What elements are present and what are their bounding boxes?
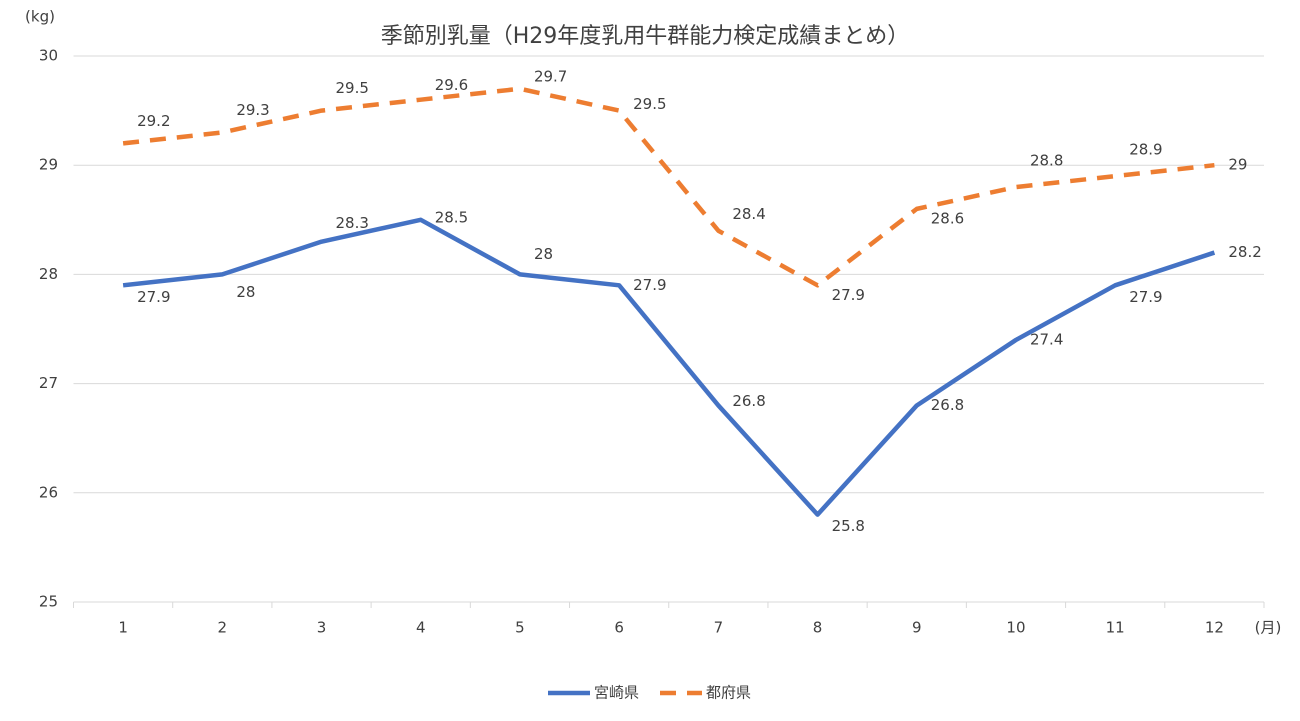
x-axis-label: (月): [1255, 619, 1282, 637]
y-tick-label: 29: [39, 156, 58, 174]
x-tick-label: 2: [218, 619, 228, 637]
data-label: 29.3: [236, 101, 269, 119]
series-line: [122, 217, 1216, 517]
y-axis-label: (kg): [25, 8, 55, 26]
data-label: 29.5: [633, 95, 666, 113]
data-label: 29: [1228, 156, 1247, 174]
data-label: 27.4: [1030, 330, 1063, 348]
data-label: 25.8: [832, 517, 865, 535]
data-label: 27.9: [1129, 288, 1162, 306]
x-tick-label: 4: [416, 619, 426, 637]
x-tick-label: 8: [813, 619, 823, 637]
y-tick-label: 25: [39, 593, 58, 611]
y-tick-label: 27: [39, 374, 58, 392]
series-line: [122, 86, 1215, 288]
data-label: 28.5: [435, 208, 468, 226]
data-label: 28.8: [1030, 152, 1063, 170]
x-tick-label: 3: [317, 619, 327, 637]
data-label: 29.2: [137, 112, 170, 130]
data-label: 27.9: [137, 288, 170, 306]
legend-label: 都府県: [706, 684, 751, 702]
x-tick-label: 5: [515, 619, 525, 637]
x-tick-label: 9: [912, 619, 922, 637]
x-tick-label: 12: [1205, 619, 1224, 637]
data-label: 27.9: [832, 286, 865, 304]
data-label: 28: [236, 283, 255, 301]
data-label: 26.8: [931, 396, 964, 414]
y-tick-label: 28: [39, 265, 58, 283]
x-tick-label: 1: [118, 619, 128, 637]
legend-label: 宮崎県: [594, 684, 639, 702]
data-label: 29.6: [435, 76, 468, 94]
data-label: 28.9: [1129, 141, 1162, 159]
y-tick-label: 30: [39, 47, 58, 65]
data-label: 28.3: [336, 214, 369, 232]
x-tick-label: 6: [614, 619, 624, 637]
data-label: 28.2: [1228, 243, 1261, 261]
data-label: 28.6: [931, 209, 964, 227]
data-label: 29.5: [336, 79, 369, 97]
x-tick-label: 7: [714, 619, 724, 637]
data-label: 28.4: [732, 205, 765, 223]
y-tick-label: 26: [39, 483, 58, 501]
x-tick-label: 11: [1106, 619, 1125, 637]
x-tick-label: 10: [1006, 619, 1025, 637]
chart-title: 季節別乳量（H29年度乳用牛群能力検定成績まとめ）: [381, 24, 910, 49]
data-label: 26.8: [732, 392, 765, 410]
data-label: 28: [534, 245, 553, 263]
data-label: 27.9: [633, 276, 666, 294]
data-label: 29.7: [534, 67, 567, 85]
